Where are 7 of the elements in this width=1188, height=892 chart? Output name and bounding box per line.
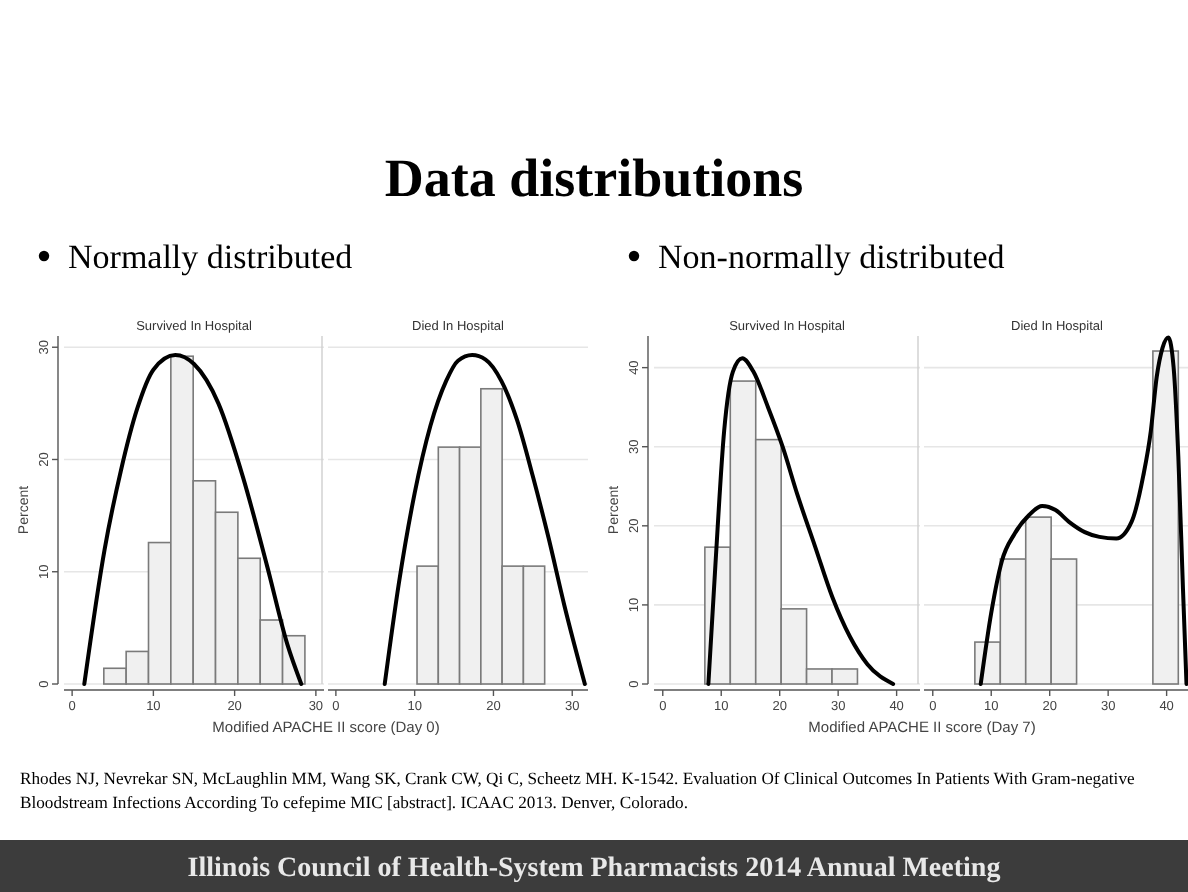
text: Rhodes NJ, Nevrekar SN, McLaughlin MM, Wang SK, Crank CW, Qi C, Scheetz MH. K-1542. Evaluation Of Clinical Outcomes In Patients With Gram-negative Bloodstream Infections According To cefepime MIC [abstract]. ICAAC 2013. Denver, Colorado.: [20, 766, 1137, 814]
text: Data distributions: [384, 148, 804, 208]
chart-subtitle: Normally distributed: [68, 238, 354, 276]
line-series: [706, 356, 896, 686]
text: Illinois Council of Health-System Pharmacists 2014 Annual Meeting: [187, 854, 1001, 884]
line-series: [82, 353, 304, 686]
chart-subtitle: Non-normally distributed: [658, 238, 1006, 276]
